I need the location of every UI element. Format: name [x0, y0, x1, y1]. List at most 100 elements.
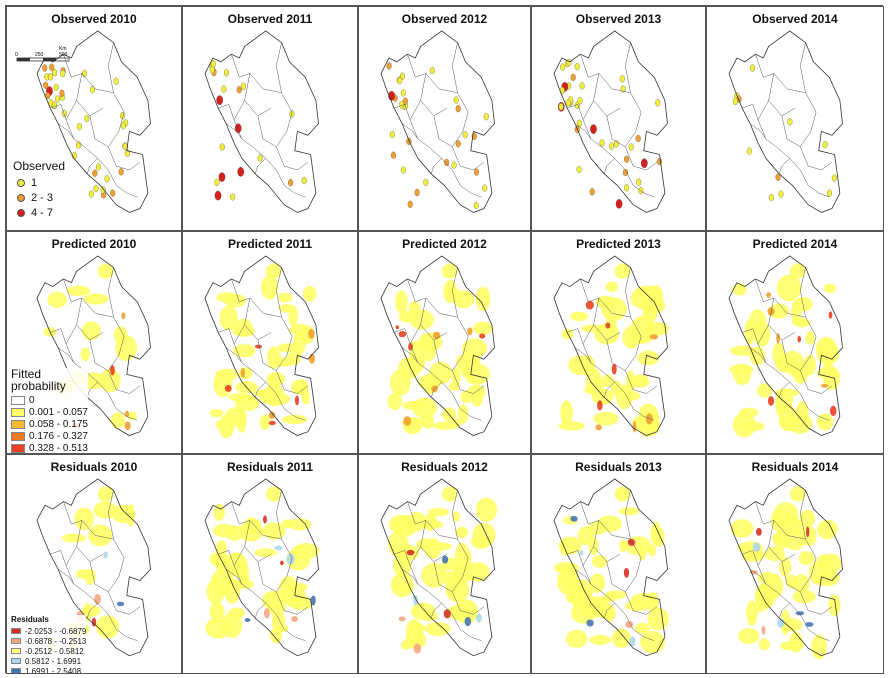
region-boundary: [800, 147, 832, 170]
region-boundary: [63, 279, 95, 313]
hotspot-area: [398, 331, 407, 338]
probability-area: [452, 511, 461, 522]
probability-area: [475, 497, 498, 522]
probability-area: [822, 553, 842, 574]
probability-area: [448, 381, 460, 391]
observation-point: [220, 144, 225, 151]
legend-item: 0.5812 - 1.6991: [11, 656, 86, 666]
observation-point: [590, 124, 596, 133]
observation-point: [624, 156, 629, 163]
region-boundary: [602, 147, 634, 186]
probability-area: [88, 524, 113, 547]
hotspot-area: [767, 396, 775, 406]
region-boundary: [218, 329, 234, 344]
region-boundary: [575, 348, 591, 363]
observation-point: [629, 143, 634, 150]
hotspot-area: [244, 618, 251, 623]
observation-point: [54, 84, 59, 91]
probability-area: [593, 411, 619, 426]
region-boundary: [77, 73, 103, 115]
probability-area: [97, 486, 114, 502]
observation-point: [575, 63, 580, 70]
probability-area: [262, 591, 282, 610]
observation-point: [119, 168, 124, 175]
observation-point: [559, 103, 564, 110]
probability-area: [828, 594, 841, 617]
region-boundary: [800, 371, 832, 394]
observed-legend: Observed 1 2 - 3 4 - 7: [13, 159, 65, 220]
region-boundary: [226, 348, 242, 363]
region-boundary: [108, 267, 113, 317]
probability-area: [83, 293, 109, 305]
region-boundary: [58, 124, 74, 139]
region-boundary: [779, 603, 790, 618]
observation-point: [101, 186, 106, 193]
probability-area: [97, 263, 114, 279]
map-grid: Observed 2010 Km 0 250 500 Observed 1 2 - …: [5, 5, 884, 674]
observation-point: [600, 139, 605, 146]
hotspot-area: [475, 613, 482, 623]
probability-area: [463, 549, 472, 569]
probability-area: [265, 486, 282, 502]
panel-title: Residuals 2014: [751, 460, 839, 474]
region-boundary: [402, 348, 418, 363]
probability-area: [295, 379, 309, 396]
legend-swatch: [11, 431, 25, 441]
hotspot-area: [761, 625, 766, 635]
region-boundary: [782, 116, 811, 147]
region-boundary: [750, 569, 766, 584]
region-boundary: [575, 569, 591, 584]
region-boundary: [245, 298, 271, 340]
scale-unit: Km: [59, 46, 67, 52]
region-boundary: [284, 185, 305, 197]
observed-panel-0: Observed 2010 Km 0 250 500 Observed 1 2 - …: [6, 6, 182, 231]
legend-swatch: [11, 628, 21, 634]
probability-area: [732, 283, 747, 296]
hotspot-area: [263, 515, 267, 524]
observation-point: [624, 184, 629, 191]
predicted-panel-4: Predicted 2014: [706, 231, 884, 454]
peru-map: [183, 7, 358, 231]
region-boundary: [276, 267, 281, 317]
region-boundary: [421, 520, 447, 561]
probability-area: [624, 600, 650, 612]
legend-item: -0.6878 - -0.2513: [11, 636, 86, 646]
region-boundary: [800, 490, 805, 539]
region-boundary: [787, 535, 816, 576]
legend-swatch: [11, 443, 25, 453]
peru-map: [707, 7, 884, 231]
observation-point: [48, 73, 53, 80]
probability-area: [729, 364, 754, 376]
probability-area: [611, 628, 631, 648]
panel-title: Predicted 2013: [576, 237, 661, 251]
region-boundary: [434, 562, 463, 592]
region-boundary: [276, 43, 281, 93]
legend-item: -2.0253 - -0.6879: [11, 626, 86, 636]
region-boundary: [429, 147, 461, 186]
observed-panel-2: Observed 2012: [358, 6, 531, 231]
region-boundary: [258, 340, 287, 371]
probability-area: [74, 507, 94, 531]
observation-point: [616, 199, 622, 208]
probability-area: [209, 601, 225, 623]
observation-point: [397, 77, 402, 84]
region-boundary: [258, 562, 287, 592]
probability-area: [95, 615, 120, 639]
peru-map: [359, 455, 498, 674]
probability-area: [591, 555, 608, 568]
region-boundary: [108, 592, 140, 615]
legend-swatch: [11, 638, 21, 644]
probability-area: [233, 344, 256, 358]
hotspot-area: [274, 545, 283, 551]
observation-point: [571, 74, 576, 81]
region-boundary: [231, 54, 263, 89]
probability-area: [93, 501, 118, 519]
observation-point: [49, 64, 54, 71]
probability-area: [288, 518, 312, 531]
probability-area: [638, 547, 647, 561]
probability-area: [630, 316, 655, 343]
observed-panel-3: Observed 2013: [531, 6, 706, 231]
probability-area: [421, 562, 448, 588]
residuals-panel-3: Residuals 2013: [531, 454, 706, 674]
hotspot-area: [294, 395, 300, 406]
